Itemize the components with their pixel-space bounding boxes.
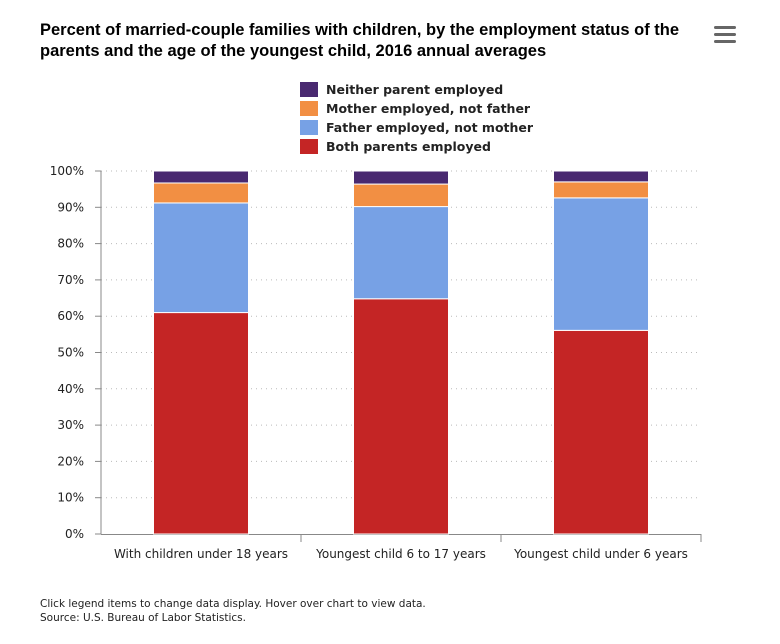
legend-label: Both parents employed [326, 139, 491, 154]
legend-item[interactable]: Father employed, not mother [300, 118, 533, 137]
bar-segment[interactable] [153, 312, 249, 535]
bar-segment[interactable] [553, 197, 649, 331]
legend-swatch [300, 120, 318, 135]
footer: Click legend items to change data displa… [40, 597, 426, 625]
chart-title: Percent of married-couple families with … [40, 21, 680, 60]
y-tick-label: 20% [57, 454, 84, 468]
legend-label: Mother employed, not father [326, 101, 531, 116]
legend-swatch [300, 101, 318, 116]
hamburger-menu-icon[interactable] [714, 26, 736, 44]
y-tick-label: 60% [57, 309, 84, 323]
x-tick-label: Youngest child under 6 years [513, 547, 688, 561]
x-tick-label: Youngest child 6 to 17 years [315, 547, 486, 561]
legend-label: Father employed, not mother [326, 120, 534, 135]
legend-item[interactable]: Neither parent employed [300, 80, 533, 99]
legend-swatch [300, 82, 318, 97]
y-tick-label: 50% [57, 346, 84, 360]
chart-plot: 0% 10% 20% 30% 40% 50% 60% 70% 80% 90% 100% With ch… [50, 164, 702, 561]
y-tick-label: 90% [57, 200, 84, 214]
source-note: Source: U.S. Bureau of Labor Statistics. [40, 612, 246, 624]
bar-segment[interactable] [353, 170, 449, 185]
legend-swatch [300, 139, 318, 154]
y-tick-label: 40% [57, 382, 84, 396]
bar-segment[interactable] [553, 329, 649, 535]
legend-label: Neither parent employed [326, 82, 504, 97]
legend: Neither parent employed Mother employed, … [300, 80, 533, 156]
y-tick-label: 100% [50, 164, 84, 178]
bar-segment[interactable] [353, 298, 449, 535]
legend-item[interactable]: Mother employed, not father [300, 99, 533, 118]
bar-segment[interactable] [353, 206, 449, 300]
bar-segment[interactable] [353, 183, 449, 208]
footer-note: Click legend items to change data displa… [40, 598, 426, 610]
bar-segment[interactable] [553, 181, 649, 199]
y-tick-label: 30% [57, 418, 84, 432]
bar-segment[interactable] [153, 170, 249, 184]
bar-segment[interactable] [153, 182, 249, 204]
bar-segment[interactable] [153, 202, 249, 314]
bar-segment[interactable] [553, 170, 649, 183]
x-tick-label: With children under 18 years [114, 547, 288, 561]
y-tick-label: 0% [65, 527, 84, 541]
y-tick-label: 80% [57, 237, 84, 251]
y-tick-label: 10% [57, 491, 84, 505]
legend-item[interactable]: Both parents employed [300, 137, 533, 156]
y-tick-label: 70% [57, 273, 84, 287]
